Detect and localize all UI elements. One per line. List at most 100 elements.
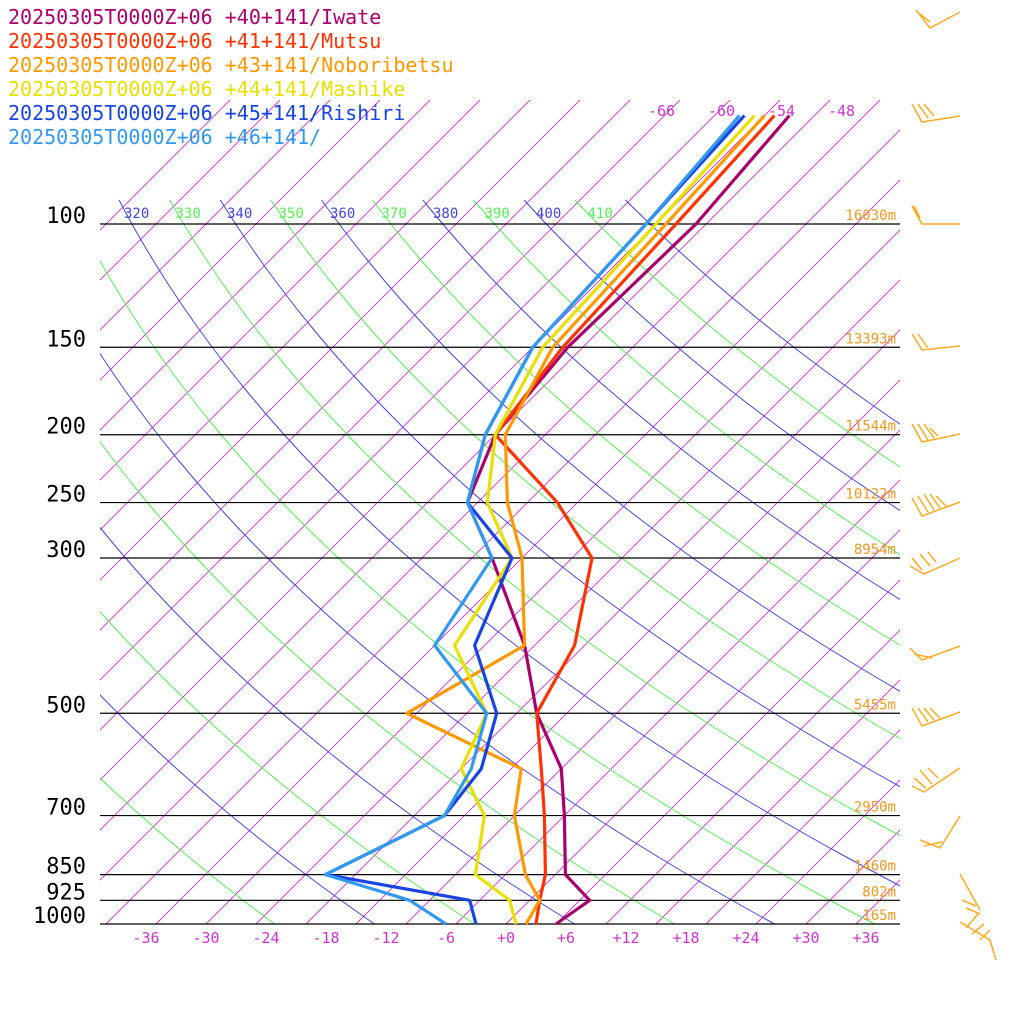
isotherm-top-labels: -66 -60 -54 -48 bbox=[648, 102, 855, 120]
series-line bbox=[453, 114, 756, 925]
theta-label: 370 bbox=[382, 206, 407, 222]
height-label: 13393m bbox=[845, 331, 896, 347]
isotherm-top-label: -66 bbox=[648, 102, 675, 120]
temperature-tick-label: -24 bbox=[252, 929, 279, 947]
isotherm-line bbox=[100, 100, 531, 531]
wind-barb bbox=[911, 103, 961, 123]
pressure-level-lines bbox=[100, 223, 900, 925]
theta-label: 360 bbox=[330, 206, 355, 222]
series-line bbox=[323, 114, 741, 926]
isotherm-line bbox=[505, 529, 900, 924]
isotherm-line bbox=[100, 100, 481, 481]
wind-barb bbox=[911, 493, 961, 517]
wind-barb bbox=[909, 645, 961, 661]
theta-labels: 320 330 340 350 360 370 380 390 400 410 bbox=[124, 206, 613, 222]
pressure-label: 250 bbox=[46, 483, 86, 508]
height-label: 1460m bbox=[854, 859, 896, 875]
height-label: 2950m bbox=[854, 800, 896, 816]
temperature-tick-label: +0 bbox=[497, 929, 515, 947]
isotherm-line bbox=[755, 779, 900, 924]
pressure-label: 700 bbox=[46, 796, 86, 821]
isotherm-line bbox=[100, 100, 731, 731]
legend-entry: 20250305T0000Z+06 +43+141/Noboribetsu bbox=[8, 53, 454, 77]
pressure-label: 200 bbox=[46, 415, 86, 440]
wind-barb bbox=[911, 767, 961, 793]
isotherm-line bbox=[100, 100, 831, 831]
theta-line bbox=[100, 694, 375, 924]
theta-label: 320 bbox=[124, 206, 149, 222]
theta-line bbox=[100, 526, 575, 924]
theta-line bbox=[523, 199, 900, 512]
isotherm-line bbox=[100, 100, 281, 281]
pressure-label: 300 bbox=[46, 538, 86, 563]
temperature-tick-label: -12 bbox=[372, 929, 399, 947]
theta-line bbox=[473, 199, 900, 556]
height-label: 11544m bbox=[845, 419, 896, 435]
legend-entry: 20250305T0000Z+06 +45+141/Rishiri bbox=[8, 101, 405, 125]
temperature-tick-label: -36 bbox=[132, 929, 159, 947]
temperature-tick-labels: -36 -30 -24 -18 -12 -6 +0 +6 +12 +18 +24 +30 +36 bbox=[132, 929, 879, 947]
temperature-tick-label: +36 bbox=[852, 929, 879, 947]
theta-line bbox=[625, 199, 900, 425]
isotherm-line bbox=[255, 279, 900, 924]
height-label: 802m bbox=[862, 884, 896, 900]
wind-barb bbox=[911, 205, 960, 225]
isotherm-line bbox=[205, 229, 900, 924]
theta-line bbox=[100, 777, 275, 924]
isotherm-line bbox=[355, 379, 900, 924]
theta-label: 400 bbox=[536, 206, 561, 222]
isotherm-line bbox=[455, 479, 900, 924]
isotherm-line bbox=[100, 100, 631, 631]
isotherm-top-label: -60 bbox=[708, 102, 735, 120]
wind-barb bbox=[959, 873, 981, 915]
theta-label: 380 bbox=[433, 206, 458, 222]
isotherm-line bbox=[105, 129, 900, 924]
legend-entry: 20250305T0000Z+06 +46+141/ bbox=[8, 125, 321, 149]
isotherm-line bbox=[100, 100, 331, 331]
pressure-label: 150 bbox=[46, 327, 86, 352]
theta-label: 330 bbox=[176, 206, 201, 222]
theta-label: 340 bbox=[227, 206, 252, 222]
theta-line bbox=[100, 440, 675, 924]
theta-label: 410 bbox=[588, 206, 613, 222]
wind-barb bbox=[909, 551, 961, 575]
wind-barb bbox=[959, 913, 997, 961]
wind-barb bbox=[911, 333, 961, 351]
pressure-label: 500 bbox=[46, 693, 86, 718]
legend: 20250305T0000Z+06 +40+141/Iwate 20250305T… bbox=[8, 5, 454, 149]
theta-line bbox=[100, 610, 475, 924]
series-line bbox=[405, 114, 766, 925]
height-label: 16030m bbox=[845, 208, 896, 224]
temperature-tick-label: +18 bbox=[672, 929, 699, 947]
pressure-label: 1000 bbox=[33, 904, 86, 929]
theta-line bbox=[100, 260, 875, 924]
isotherm-line bbox=[655, 679, 900, 924]
isotherm-line bbox=[956, 100, 1024, 924]
isotherm-line bbox=[555, 579, 900, 924]
theta-label: 390 bbox=[485, 206, 510, 222]
theta-line bbox=[169, 199, 900, 837]
height-labels: 16030m 13393m 11544m 10122m 8954m 5455m 2950m 1… bbox=[845, 208, 896, 924]
sounding-series bbox=[323, 114, 791, 926]
pressure-label: 925 bbox=[46, 880, 86, 905]
temperature-tick-label: +12 bbox=[612, 929, 639, 947]
wind-barb bbox=[911, 423, 961, 443]
series-line bbox=[493, 114, 776, 925]
theta-line bbox=[574, 199, 900, 468]
height-label: 5455m bbox=[854, 697, 896, 713]
pressure-label: 100 bbox=[46, 204, 86, 229]
wind-barbs bbox=[909, 9, 997, 961]
isotherm-top-label: -54 bbox=[768, 102, 795, 120]
theta-line bbox=[100, 352, 775, 924]
isotherm-line bbox=[605, 629, 900, 924]
theta-label: 350 bbox=[279, 206, 304, 222]
temperature-tick-label: +30 bbox=[792, 929, 819, 947]
isotherm-line bbox=[100, 100, 581, 581]
theta-line bbox=[118, 199, 900, 887]
theta-line bbox=[422, 199, 900, 600]
theta-line bbox=[270, 199, 900, 740]
legend-entry: 20250305T0000Z+06 +40+141/Iwate bbox=[8, 5, 381, 29]
